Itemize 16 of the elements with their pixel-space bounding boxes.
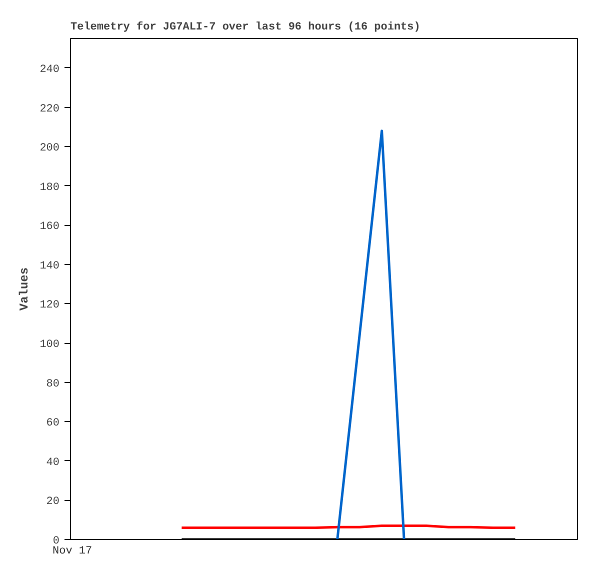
y-tick-label: 160 (40, 221, 60, 234)
y-tick-label: 140 (40, 260, 60, 272)
y-tick-label: 120 (40, 300, 60, 312)
y-tick-label: 0 (52, 536, 60, 548)
y-tick-label: 100 (40, 339, 60, 352)
y-axis-title: Values (18, 267, 32, 311)
chart-title: Telemetry for JG7ALI-7 over last 96 hours (16 points) (70, 20, 420, 34)
y-tick-label: 240 (40, 64, 60, 76)
y-tick-label: 20 (46, 496, 60, 508)
y-tick-label: 40 (46, 456, 60, 469)
text: Nov 17 (52, 546, 92, 558)
y-tick-label: 200 (40, 142, 60, 155)
y-tick-label: 180 (40, 182, 60, 194)
y-tick-label: 80 (46, 378, 60, 390)
y-tick-label: 220 (40, 103, 60, 116)
y-tick-label: 60 (46, 418, 60, 430)
